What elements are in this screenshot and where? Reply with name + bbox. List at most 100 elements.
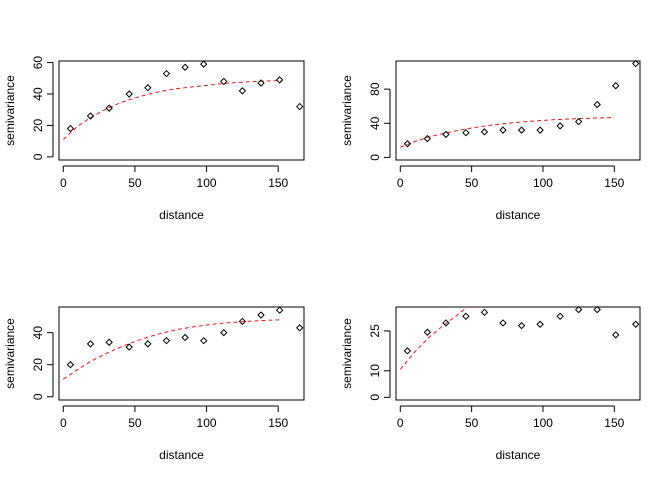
x-tick-label: 0 xyxy=(397,416,404,430)
data-point xyxy=(86,340,95,348)
data-point xyxy=(295,102,304,111)
x-tick-label: 0 xyxy=(397,176,404,190)
data-point xyxy=(556,122,564,130)
plot-frame xyxy=(395,306,641,401)
x-axis-label: distance xyxy=(159,448,204,462)
chart-panel-3: 0 50 100 150 distance 0 20 40 semivariance xyxy=(3,306,305,462)
x-axis: 0 50 100 150 xyxy=(60,165,289,190)
points xyxy=(403,305,640,355)
y-tick-label: 0 xyxy=(368,154,382,161)
data-point xyxy=(403,140,412,148)
data-point xyxy=(517,321,526,330)
y-tick-label: 40 xyxy=(368,116,382,130)
model-line xyxy=(399,306,468,370)
data-point xyxy=(612,331,620,339)
data-point xyxy=(238,317,247,326)
x-tick-label: 150 xyxy=(268,176,288,190)
data-point xyxy=(593,100,601,109)
data-point xyxy=(125,343,133,351)
chart-panel-4: 0 50 100 150 distance 0 10 25 semivariance xyxy=(340,305,641,462)
data-point xyxy=(275,76,284,84)
data-point xyxy=(162,336,171,345)
y-axis: 0 20 40 60 xyxy=(31,56,54,160)
data-point xyxy=(275,306,284,314)
data-point xyxy=(181,63,189,71)
data-point xyxy=(220,77,228,86)
data-point xyxy=(181,333,189,342)
y-tick-label: 10 xyxy=(368,364,382,378)
data-point xyxy=(403,347,412,355)
y-tick-label: 20 xyxy=(31,358,45,372)
points xyxy=(66,60,304,133)
y-tick-label: 40 xyxy=(31,87,45,101)
data-point xyxy=(200,336,208,345)
y-axis-label: semivariance xyxy=(340,318,354,389)
model-line xyxy=(63,319,282,380)
y-tick-label: 80 xyxy=(368,82,382,96)
data-point xyxy=(612,82,620,90)
x-tick-label: 100 xyxy=(533,176,553,190)
data-point xyxy=(66,361,75,369)
y-tick-label: 0 xyxy=(31,393,45,400)
data-point xyxy=(632,320,640,328)
data-point xyxy=(536,320,544,328)
data-point xyxy=(144,84,152,92)
x-tick-label: 0 xyxy=(60,416,67,430)
y-tick-label: 25 xyxy=(368,324,382,338)
y-axis: 0 40 80 xyxy=(368,82,391,161)
data-point xyxy=(200,60,208,68)
data-point xyxy=(480,128,489,136)
y-tick-label: 60 xyxy=(31,56,45,70)
data-point xyxy=(462,128,470,137)
data-point xyxy=(499,126,507,134)
x-axis-label: distance xyxy=(159,208,204,222)
x-tick-label: 50 xyxy=(128,416,142,430)
x-tick-label: 150 xyxy=(604,176,624,190)
data-point xyxy=(442,130,450,139)
data-point xyxy=(480,308,489,317)
x-tick-label: 100 xyxy=(533,416,553,430)
x-tick-label: 150 xyxy=(268,416,288,430)
x-axis: 0 50 100 150 xyxy=(397,405,625,430)
plot-frame xyxy=(58,306,305,401)
data-point xyxy=(574,305,583,314)
data-point xyxy=(125,90,133,98)
x-tick-label: 50 xyxy=(465,176,479,190)
y-tick-label: 40 xyxy=(31,326,45,340)
x-axis-label: distance xyxy=(496,208,541,222)
data-point xyxy=(238,87,247,95)
x-axis: 0 50 100 150 xyxy=(397,165,625,190)
data-point xyxy=(105,104,113,112)
y-tick-label: 0 xyxy=(368,394,382,401)
y-axis: 0 20 40 xyxy=(31,326,54,400)
chart-panel-1: 0 50 100 150 distance 0 20 40 60 semivariance xyxy=(3,56,305,222)
x-tick-label: 100 xyxy=(197,176,217,190)
x-tick-label: 150 xyxy=(604,416,624,430)
data-point xyxy=(162,69,171,78)
y-axis-label: semivariance xyxy=(340,75,354,146)
y-tick-label: 0 xyxy=(31,153,45,160)
data-point xyxy=(295,324,304,332)
y-axis-label: semivariance xyxy=(3,318,17,389)
x-axis: 0 50 100 150 xyxy=(60,405,289,430)
model-line xyxy=(400,117,615,148)
y-axis-label: semivariance xyxy=(3,75,17,146)
points xyxy=(66,306,304,369)
x-tick-label: 50 xyxy=(465,416,479,430)
data-point xyxy=(462,312,470,321)
data-point xyxy=(536,126,544,134)
model-line xyxy=(62,79,282,140)
data-point xyxy=(144,340,152,348)
data-point xyxy=(593,305,601,314)
data-point xyxy=(574,117,583,126)
data-point xyxy=(499,319,507,327)
data-point xyxy=(66,124,75,133)
data-point xyxy=(423,328,432,336)
data-point xyxy=(556,312,564,321)
data-point xyxy=(632,59,640,68)
y-axis: 0 10 25 xyxy=(368,324,391,401)
data-point xyxy=(517,126,526,134)
x-tick-label: 100 xyxy=(197,416,217,430)
chart-panel-2: 0 50 100 150 distance 0 40 80 semivariance xyxy=(340,59,641,222)
